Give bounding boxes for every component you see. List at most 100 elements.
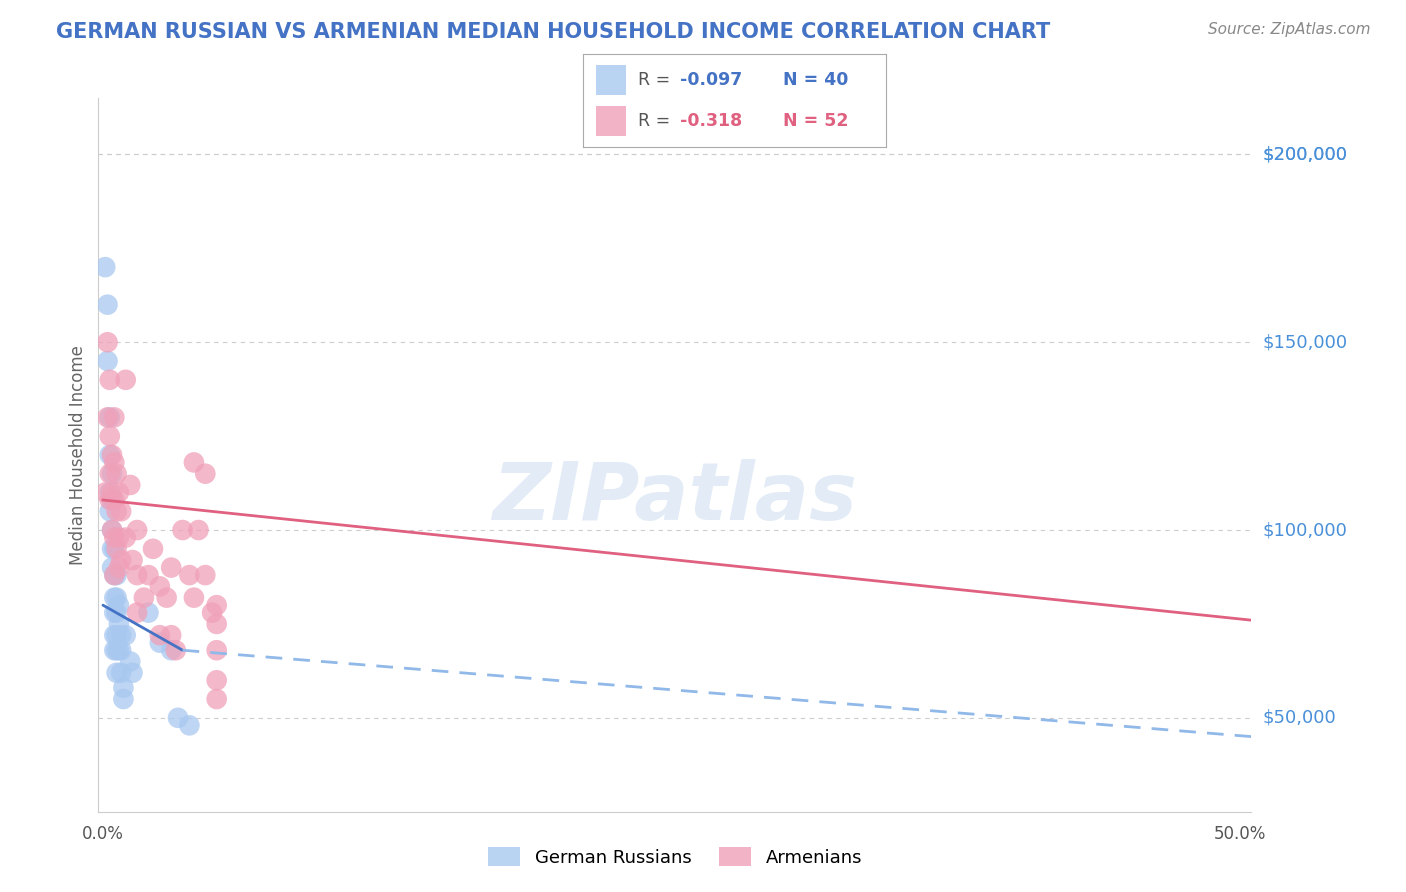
Point [108, 616, 131, 631]
Point [96, 410, 118, 425]
Point [114, 373, 136, 387]
Point [96, 354, 118, 368]
Point [105, 591, 128, 605]
Point [110, 504, 132, 518]
Point [96, 335, 118, 350]
Point [120, 655, 142, 669]
Point [103, 455, 125, 469]
Point [101, 560, 124, 574]
Point [112, 692, 135, 706]
Text: $200,000: $200,000 [1263, 145, 1348, 163]
Text: ZIPatlas: ZIPatlas [492, 458, 858, 537]
Text: N = 52: N = 52 [783, 112, 848, 130]
Point [205, 616, 228, 631]
Point [103, 493, 125, 508]
Point [98, 448, 121, 462]
Point [105, 643, 128, 657]
Point [98, 467, 121, 481]
Point [183, 591, 205, 605]
Point [108, 598, 131, 612]
Text: $200,000: $200,000 [1263, 145, 1348, 163]
Text: -0.318: -0.318 [681, 112, 742, 130]
Point [149, 636, 172, 650]
Point [103, 541, 125, 556]
Point [101, 467, 124, 481]
Text: $100,000: $100,000 [1263, 521, 1348, 539]
Point [125, 523, 148, 537]
Point [205, 643, 228, 657]
Bar [596, 106, 626, 136]
Point [149, 628, 172, 642]
Point [105, 606, 128, 620]
Point [110, 628, 132, 642]
Point [110, 665, 132, 680]
Bar [596, 65, 626, 95]
Point [103, 568, 125, 582]
Point [101, 523, 124, 537]
Point [142, 541, 165, 556]
Point [105, 665, 128, 680]
Point [103, 606, 125, 620]
Point [179, 718, 201, 732]
Point [101, 541, 124, 556]
Point [179, 568, 201, 582]
Point [103, 591, 125, 605]
Point [105, 628, 128, 642]
Text: -0.097: -0.097 [681, 70, 742, 88]
Point [149, 579, 172, 593]
Point [121, 553, 143, 567]
Point [98, 504, 121, 518]
Point [114, 531, 136, 545]
Text: $150,000: $150,000 [1263, 334, 1348, 351]
Point [101, 448, 124, 462]
Point [98, 485, 121, 500]
Text: R =: R = [638, 112, 676, 130]
Point [138, 606, 160, 620]
Point [167, 711, 190, 725]
Text: GERMAN RUSSIAN VS ARMENIAN MEDIAN HOUSEHOLD INCOME CORRELATION CHART: GERMAN RUSSIAN VS ARMENIAN MEDIAN HOUSEH… [56, 22, 1050, 42]
Point [194, 568, 217, 582]
Point [108, 560, 131, 574]
Point [125, 568, 148, 582]
Point [108, 531, 131, 545]
Point [160, 643, 183, 657]
Point [105, 568, 128, 582]
Point [103, 531, 125, 545]
Point [132, 591, 155, 605]
Text: Source: ZipAtlas.com: Source: ZipAtlas.com [1208, 22, 1371, 37]
Point [112, 681, 135, 695]
Point [194, 467, 217, 481]
Point [96, 298, 118, 312]
Point [110, 553, 132, 567]
Point [98, 373, 121, 387]
Point [103, 628, 125, 642]
Text: N = 40: N = 40 [783, 70, 848, 88]
Point [187, 523, 209, 537]
Y-axis label: Median Household Income: Median Household Income [69, 345, 87, 565]
Point [156, 591, 179, 605]
Point [98, 429, 121, 443]
Point [94, 485, 117, 500]
Point [205, 598, 228, 612]
Point [201, 606, 224, 620]
Point [108, 643, 131, 657]
Point [108, 485, 131, 500]
Point [105, 504, 128, 518]
Point [103, 568, 125, 582]
Point [205, 692, 228, 706]
Point [98, 410, 121, 425]
Point [165, 643, 187, 657]
Point [98, 493, 121, 508]
Point [160, 628, 183, 642]
Point [94, 260, 117, 274]
Point [101, 493, 124, 508]
Point [125, 606, 148, 620]
Point [103, 410, 125, 425]
Point [183, 455, 205, 469]
Point [138, 568, 160, 582]
Point [110, 643, 132, 657]
Text: $50,000: $50,000 [1263, 709, 1337, 727]
Legend: German Russians, Armenians: German Russians, Armenians [481, 840, 869, 874]
Point [103, 643, 125, 657]
Point [160, 560, 183, 574]
